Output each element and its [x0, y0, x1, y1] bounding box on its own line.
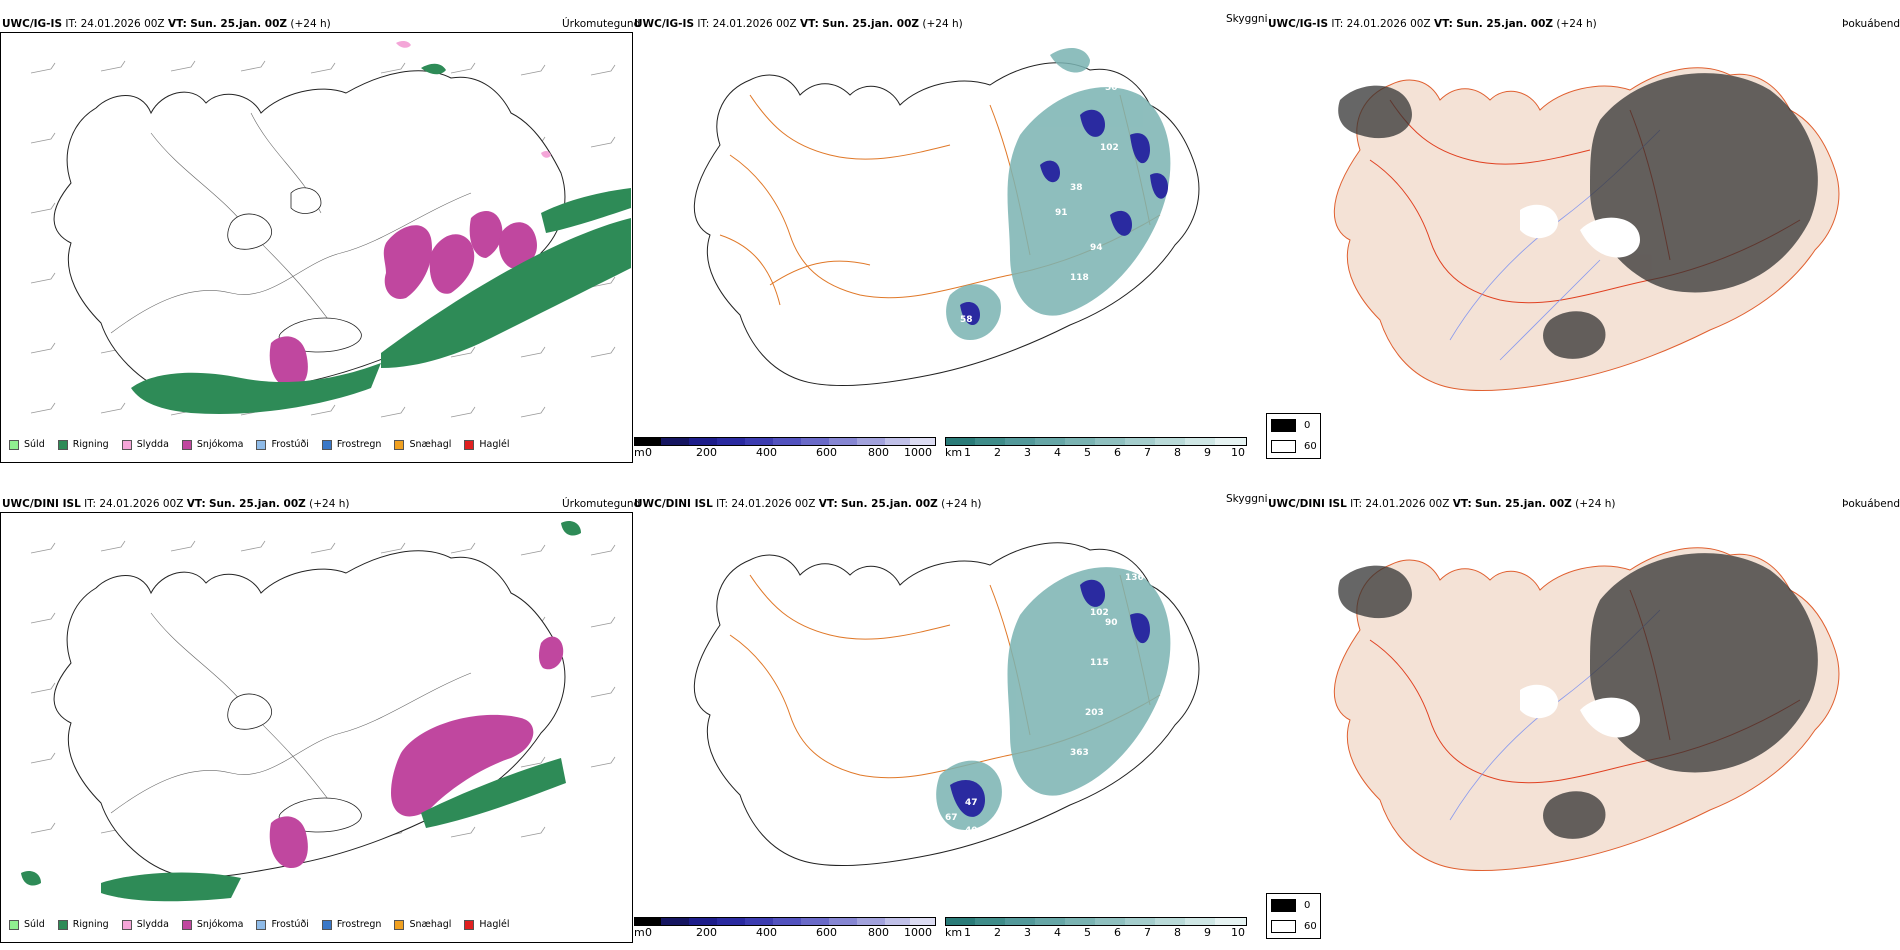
- vis-m-areas: [960, 109, 1168, 326]
- legend-item-haglel: Haglél: [464, 439, 510, 450]
- fog-legend-item: 60: [1271, 440, 1317, 453]
- precip-map-frame: Súld Rigning Slydda Snjókoma Frostúði Fr…: [0, 32, 633, 463]
- vis-label: 91: [1055, 208, 1068, 218]
- fog-legend-row1: 0 60: [1266, 413, 1321, 459]
- vis-label: 102: [1100, 143, 1119, 153]
- panel-title-precip: Úrkomutegund: [562, 498, 641, 510]
- vis-m-areas: [950, 579, 1150, 817]
- precip-map-frame: Súld Rigning Slydda Snjókoma Frostúði Fr…: [0, 512, 633, 943]
- colorbar-km-row1: km 1 2 3 4 5 6 7 8 9 10: [945, 437, 1247, 459]
- model-name: UWC/IG-IS: [2, 18, 63, 30]
- precip-map-row1: [30, 40, 631, 418]
- colorbar-m-row2: m 0 200 400 600 800 1000: [634, 917, 936, 939]
- vis-label: 50: [1105, 83, 1118, 93]
- precip-legend-row1: Súld Rigning Slydda Snjókoma Frostúði Fr…: [9, 439, 523, 450]
- header-row2-vis: UWC/DINI ISL IT: 24.01.2026 00Z VT: Sun.…: [634, 498, 982, 510]
- colorbar-m-strip: [634, 917, 936, 926]
- swatch: [394, 439, 405, 450]
- header-row2-precip: UWC/DINI ISL IT: 24.01.2026 00Z VT: Sun.…: [2, 498, 350, 510]
- legend-item-snjokoma: Snjókoma: [181, 439, 243, 450]
- colorbar-m-strip: [634, 437, 936, 446]
- legend-item-snaehagl: Snæhagl: [394, 439, 451, 450]
- fog-clear-areas: [1520, 684, 1640, 738]
- panel-title-vis: Skyggni: [1226, 13, 1268, 25]
- swatch: [9, 439, 19, 450]
- fog-legend-item: 0: [1271, 419, 1310, 432]
- fog-areas: [1338, 73, 1818, 359]
- swatch: [464, 439, 475, 450]
- panel-title-fog: Þokuábendi: [1842, 18, 1900, 30]
- vis-label: 363: [1070, 748, 1089, 758]
- rain-areas: [131, 63, 631, 414]
- colorbar-m-row1: m 0 200 400 600 800 1000: [634, 437, 936, 459]
- vis-label: 47: [965, 798, 978, 808]
- fog-legend-row2: 0 60: [1266, 893, 1321, 939]
- vis-label: 136: [1125, 573, 1144, 583]
- vis-value-labels: 166 50 102 38 91 58 94 96 94 118: [940, 78, 1119, 356]
- fog-map-row1: [1333, 67, 1840, 391]
- vis-value-labels: 148 136 102 90 115 203 363 47 67 40: [945, 558, 1144, 836]
- vis-label: 102: [1090, 608, 1109, 618]
- panel-title-precip: Úrkomutegund: [562, 18, 641, 30]
- legend-item-slydda: Slydda: [121, 439, 169, 450]
- fog-map-row2: [1333, 547, 1840, 871]
- vis-label: 166: [1080, 78, 1099, 88]
- header-row2-fog: UWC/DINI ISL IT: 24.01.2026 00Z VT: Sun.…: [1268, 498, 1616, 510]
- colorbar-km-strip: [945, 917, 1247, 926]
- vis-label: 94: [940, 333, 953, 343]
- legend-item-frostudi: Frostúði: [256, 439, 309, 450]
- colorbar-km-row2: km 1 2 3 4 5 6 7 8 9 10: [945, 917, 1247, 939]
- panel-title-fog: Þokuábendi: [1842, 498, 1900, 510]
- precip-legend-row2: Súld Rigning Slydda Snjókoma Frostúði Fr…: [9, 919, 523, 930]
- swatch: [57, 439, 68, 450]
- sleet-areas: [396, 40, 551, 158]
- header-row1-precip: UWC/IG-IS IT: 24.01.2026 00Z VT: Sun. 25…: [2, 18, 331, 30]
- legend-item-sudl: Súld: [9, 439, 45, 450]
- fog-areas: [1338, 553, 1818, 839]
- vis-label: 67: [945, 813, 958, 823]
- swatch: [256, 439, 267, 450]
- vis-label: 148: [1085, 558, 1104, 568]
- panel-title-vis: Skyggni: [1226, 493, 1268, 505]
- header-row1-fog: UWC/IG-IS IT: 24.01.2026 00Z VT: Sun. 25…: [1268, 18, 1597, 30]
- snow-areas: [269, 636, 564, 868]
- swatch: [321, 439, 332, 450]
- snow-areas: [269, 211, 537, 388]
- vis-label: 118: [1070, 273, 1089, 283]
- vis-label: 58: [960, 315, 973, 325]
- visibility-map-row1: 166 50 102 38 91 58 94 96 94 118: [693, 48, 1200, 386]
- vis-label: 40: [965, 826, 978, 836]
- legend-item-frostregn: Frostregn: [321, 439, 381, 450]
- vis-label: 94: [1090, 243, 1103, 253]
- vis-label: 90: [1105, 618, 1118, 628]
- vis-label: 38: [1070, 183, 1083, 193]
- colorbar-km-strip: [945, 437, 1247, 446]
- vis-label: 96: [965, 346, 978, 356]
- header-row1-vis: UWC/IG-IS IT: 24.01.2026 00Z VT: Sun. 25…: [634, 18, 963, 30]
- visibility-map-row2: 148 136 102 90 115 203 363 47 67 40: [693, 542, 1200, 866]
- swatch: [121, 439, 132, 450]
- rain-areas: [21, 521, 581, 902]
- vis-label: 115: [1090, 658, 1109, 668]
- legend-item-rigning: Rigning: [57, 439, 109, 450]
- swatch: [181, 439, 192, 450]
- fog-clear-areas: [1520, 204, 1640, 258]
- precip-map-row2: [21, 521, 616, 902]
- vis-label: 203: [1085, 708, 1104, 718]
